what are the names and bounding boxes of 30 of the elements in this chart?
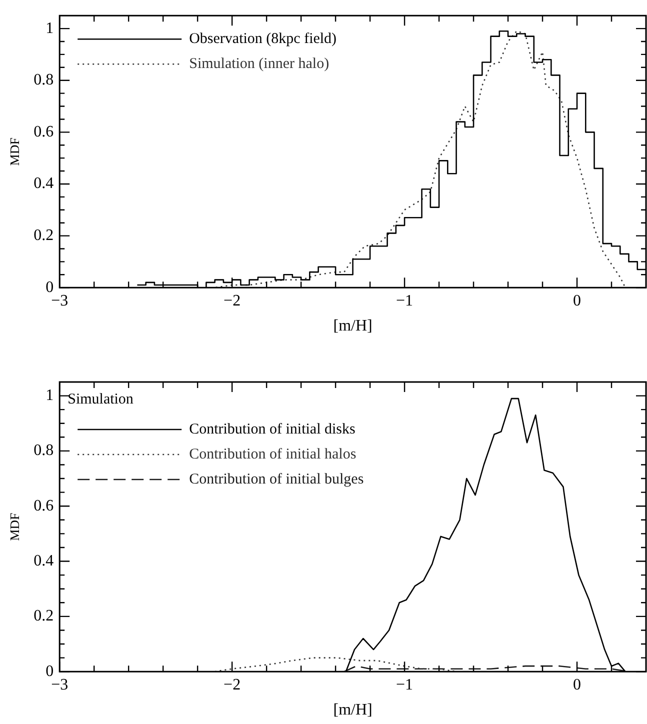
text: Simulation (inner halo)	[189, 56, 330, 72]
y-tick-label: 0.6	[34, 123, 54, 140]
x-axis-title: [m/H]	[333, 702, 372, 719]
y-tick-label: 0.2	[34, 608, 54, 625]
x-tick-label: 0	[573, 676, 582, 694]
y-axis-title: MDF	[7, 138, 22, 166]
legend-title: Simulation	[68, 391, 134, 408]
y-tick-label: 0	[46, 662, 54, 680]
x-axis-title: [m/H]	[333, 318, 372, 335]
y-tick-label: 0.6	[34, 497, 54, 514]
x-tick-label: −1	[396, 676, 414, 694]
text: Contribution of initial disks	[189, 421, 356, 438]
legend-label: Observation (8kpc field)	[189, 31, 337, 48]
y-tick-label: 0.4	[34, 175, 54, 192]
x-tick-label: 0	[573, 292, 582, 310]
x-tick-label: −2	[224, 676, 241, 694]
y-tick-label: 0.8	[34, 442, 54, 460]
y-tick-label: 0	[46, 278, 54, 296]
y-tick-label: 1	[46, 386, 54, 404]
x-tick-label: −1	[396, 292, 414, 310]
x-tick-label: −3	[51, 676, 68, 694]
text: Contribution of initial bulges	[189, 471, 364, 488]
text: Contribution of initial halos	[189, 446, 356, 462]
y-tick-label: 0.2	[34, 226, 54, 244]
x-tick-label: −3	[51, 292, 68, 310]
y-tick-label: 0.4	[34, 552, 54, 570]
y-tick-label: 1	[46, 20, 54, 37]
y-tick-label: 0.8	[34, 72, 54, 89]
y-axis-title: MDF	[7, 512, 22, 541]
x-tick-label: −2	[224, 292, 241, 310]
